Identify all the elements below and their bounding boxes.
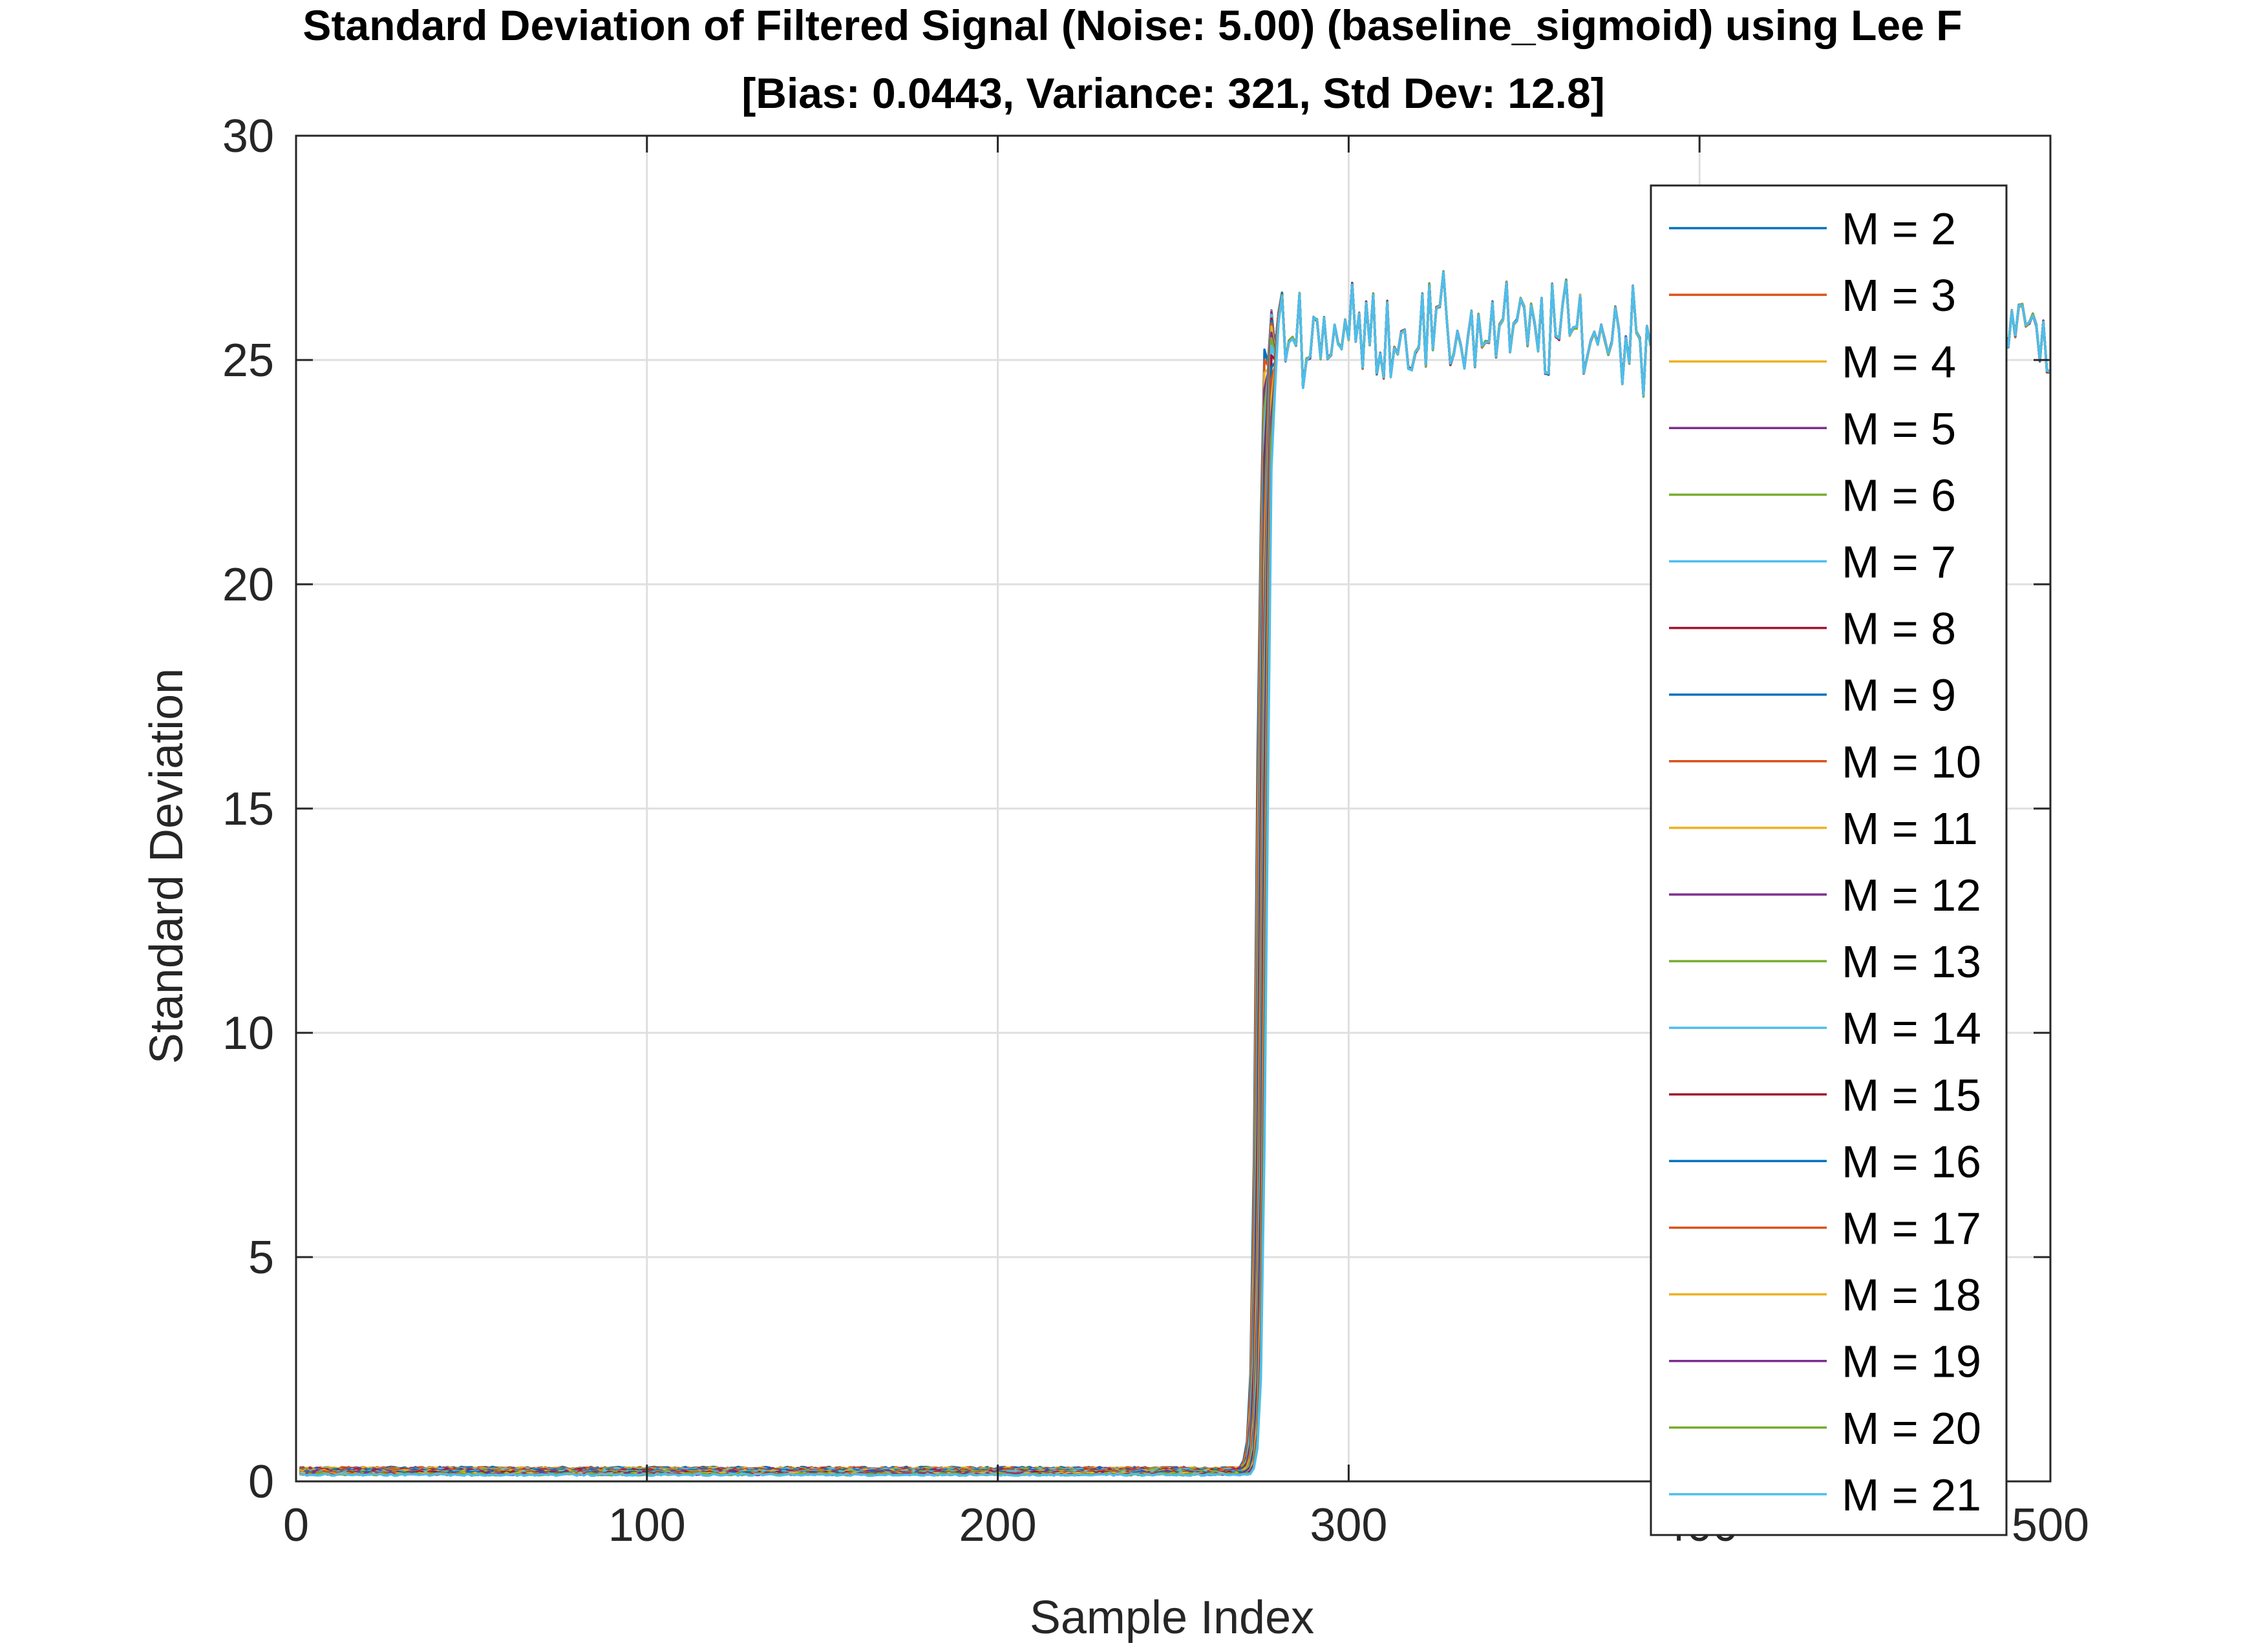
legend-label: M = 19 (1842, 1337, 1981, 1387)
axes-box: 0100200300400500051015202530 (222, 111, 2089, 1551)
legend-label: M = 7 (1842, 537, 1956, 588)
legend-label: M = 6 (1842, 470, 1956, 520)
legend-label: M = 13 (1842, 937, 1981, 987)
y-tick-label: 20 (222, 559, 274, 611)
legend-label: M = 8 (1842, 604, 1956, 654)
legend-label: M = 14 (1842, 1003, 1981, 1054)
x-tick-label: 300 (1310, 1499, 1387, 1551)
y-tick-label: 15 (222, 783, 274, 835)
x-tick-label: 500 (2012, 1499, 2089, 1551)
x-axis-label: Sample Index (1030, 1592, 1314, 1644)
legend: M = 2 M = 3 M = 4 M = 5 M = 6 M = 7 M = 8 M = 9… (1650, 184, 2008, 1536)
legend-label: M = 18 (1842, 1270, 1981, 1320)
legend-label: M = 11 (1842, 803, 1978, 854)
y-axis-label: Standard Deviation (141, 668, 193, 1064)
legend-label: M = 12 (1842, 870, 1981, 920)
legend-label: M = 4 (1842, 337, 1956, 387)
chart-title: Standard Deviation of Filtered Signal (N… (303, 1, 1962, 49)
legend-label: M = 21 (1842, 1470, 1981, 1520)
legend-label: M = 17 (1842, 1203, 1981, 1254)
legend-label: M = 15 (1842, 1070, 1981, 1120)
legend-label: M = 16 (1842, 1136, 1981, 1187)
y-tick-label: 30 (222, 111, 274, 162)
legend-label: M = 2 (1842, 204, 1956, 254)
legend-label: M = 9 (1842, 670, 1956, 721)
y-tick-label: 0 (248, 1456, 274, 1508)
x-tick-label: 0 (283, 1499, 309, 1551)
legend-label: M = 3 (1842, 270, 1956, 321)
x-tick-label: 200 (959, 1499, 1037, 1551)
legend-label: M = 5 (1842, 403, 1956, 454)
legend-label: M = 20 (1842, 1403, 1981, 1454)
y-tick-label: 25 (222, 335, 274, 387)
y-tick-label: 10 (222, 1008, 274, 1059)
y-tick-label: 5 (248, 1232, 274, 1284)
chart-subtitle: [Bias: 0.0443, Variance: 321, Std Dev: 1… (741, 69, 1604, 117)
legend-label: M = 10 (1842, 737, 1981, 787)
x-tick-label: 100 (608, 1499, 686, 1551)
legend-box (1650, 184, 2008, 1536)
